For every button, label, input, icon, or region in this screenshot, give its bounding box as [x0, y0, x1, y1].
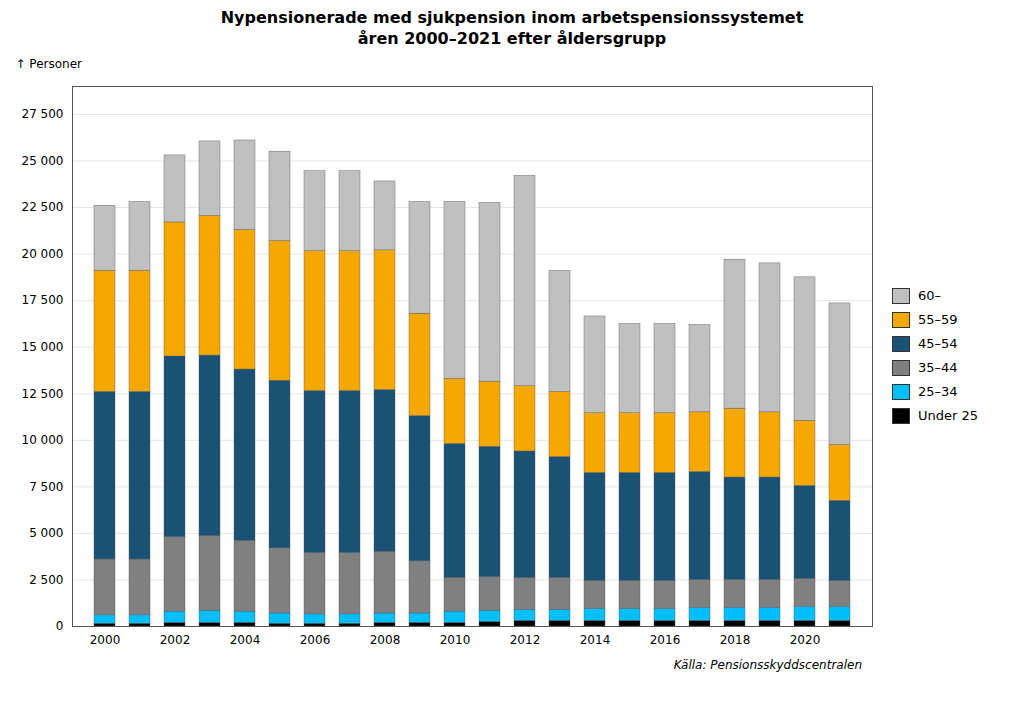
- svg-text:2 500: 2 500: [29, 572, 63, 586]
- svg-text:27 500: 27 500: [22, 107, 64, 121]
- svg-text:2020: 2020: [790, 633, 821, 647]
- html-text:35–44: 35–44: [918, 360, 958, 376]
- svg-text:2002: 2002: [160, 633, 191, 647]
- svg-text:2018: 2018: [720, 633, 751, 647]
- svg-text:2016: 2016: [650, 633, 681, 647]
- svg-text:2014: 2014: [580, 633, 611, 647]
- svg-text:10 000: 10 000: [22, 433, 64, 447]
- svg-text:5 000: 5 000: [29, 526, 63, 540]
- svg-text:25 000: 25 000: [22, 153, 64, 167]
- svg-text:2010: 2010: [440, 633, 471, 647]
- svg-text:17 500: 17 500: [22, 293, 64, 307]
- svg-text:2004: 2004: [230, 633, 261, 647]
- svg-text:2008: 2008: [370, 633, 401, 647]
- svg-text:22 500: 22 500: [22, 200, 64, 214]
- svg-text:12 500: 12 500: [22, 386, 64, 400]
- html-text:Nypensionerade med sjukpension: Nypensionerade med sjukpension inom arbe…: [220, 8, 804, 48]
- html-text:25–34: 25–34: [918, 384, 958, 400]
- svg-text:2012: 2012: [510, 633, 541, 647]
- html-text:60–: 60–: [918, 288, 941, 304]
- svg-text:15 000: 15 000: [22, 340, 64, 354]
- html-text:Under 25: Under 25: [918, 408, 978, 424]
- svg-text:7 500: 7 500: [29, 479, 63, 493]
- html-text:55–59: 55–59: [918, 312, 958, 328]
- svg-text:0: 0: [56, 619, 64, 633]
- html-text:Källa: Pensionsskyddscentralen: Källa: Pensionsskyddscentralen: [673, 657, 862, 672]
- svg-text:20 000: 20 000: [22, 247, 64, 261]
- svg-text:↑ Personer: ↑ Personer: [16, 57, 83, 71]
- html-text:45–54: 45–54: [918, 336, 958, 352]
- svg-text:2000: 2000: [90, 633, 121, 647]
- svg-text:2006: 2006: [300, 633, 331, 647]
